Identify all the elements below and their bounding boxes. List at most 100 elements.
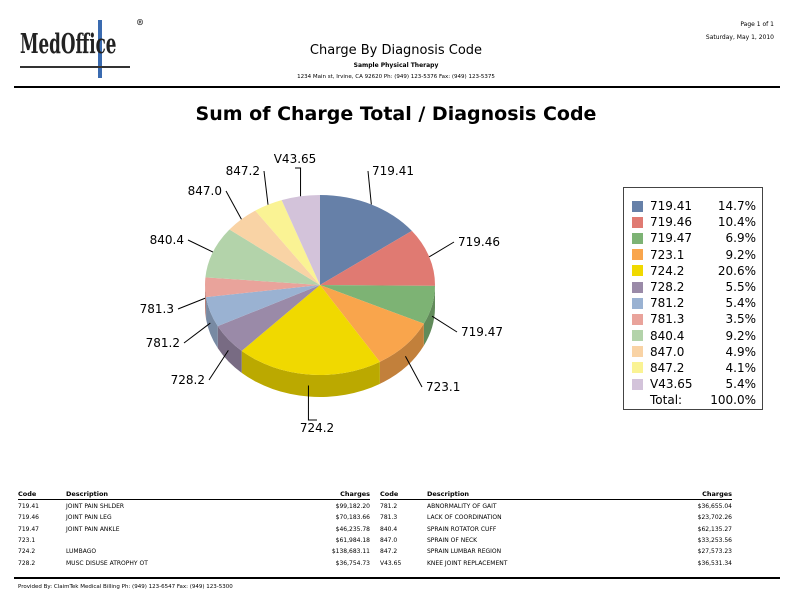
- cell-code: V43.65: [380, 559, 402, 567]
- legend-code: 724.2: [650, 263, 685, 278]
- pie-slice-side: [206, 297, 218, 349]
- leader-line: [428, 241, 455, 258]
- pie-slice-781.3: [205, 277, 320, 298]
- pie-slice-side: [379, 323, 424, 384]
- slice-label: 847.2: [226, 164, 260, 178]
- legend-code: 781.2: [650, 296, 685, 311]
- cell-description: MUSC DISUSE ATROPHY OT: [66, 559, 148, 567]
- legend-swatch: [632, 200, 643, 212]
- pie-slice-V43.65: [281, 195, 320, 285]
- legend-code: 719.46: [650, 215, 692, 230]
- slice-label: 781.2: [146, 336, 180, 350]
- cell-description: JOINT PAIN LEG: [66, 514, 112, 522]
- legend-swatch: [632, 216, 643, 228]
- legend-total-value: 100.0%: [710, 393, 756, 408]
- pie-slice-side: [217, 326, 242, 373]
- cell-charges: $33,253.56: [697, 536, 732, 544]
- cell-description: LUMBAGO: [66, 548, 97, 556]
- leader-line: [225, 190, 242, 220]
- legend-item: 719.46 10.4%: [624, 214, 762, 230]
- cell-charges: $99,182.20: [335, 503, 370, 510]
- legend-item: 719.47 6.9%: [624, 230, 762, 246]
- legend-swatch: [632, 378, 643, 390]
- header-charges: Charges: [340, 490, 370, 498]
- leader-line: [263, 170, 269, 205]
- slice-label: 723.1: [426, 380, 460, 394]
- header-code: Code: [18, 490, 37, 498]
- leader-line: [431, 315, 458, 333]
- legend-item: 719.41 14.7%: [624, 198, 762, 214]
- cell-code: 781.2: [380, 503, 398, 510]
- legend-code: 781.3: [650, 312, 685, 327]
- cell-description: LACK OF COORDINATION: [427, 514, 502, 522]
- header-code: Code: [380, 490, 399, 498]
- leader-line: [295, 167, 302, 197]
- slice-label: 719.46: [458, 235, 500, 249]
- cell-code: 840.4: [380, 525, 398, 533]
- chart-legend: 719.41 14.7% 719.46 10.4% 719.47 6.9% 723.1 9.2…: [623, 187, 763, 410]
- cell-description: SPRAIN LUMBAR REGION: [427, 548, 502, 556]
- legend-percent: 5.4%: [725, 377, 757, 392]
- legend-swatch: [632, 330, 643, 342]
- cell-charges: $138,683.11: [331, 548, 370, 556]
- legend-code: 847.0: [650, 344, 685, 359]
- practice-address: 1234 Main st, Irvine, CA 92620 Ph: (949)…: [297, 74, 495, 80]
- legend-swatch: [632, 313, 643, 325]
- legend-swatch: [632, 346, 643, 358]
- cell-code: 723.1: [18, 536, 36, 544]
- cell-charges: $36,531.34: [697, 559, 732, 567]
- legend-code: 719.47: [650, 231, 692, 246]
- chart-title: Sum of Charge Total / Diagnosis Code: [195, 103, 597, 125]
- legend-swatch: [632, 265, 643, 277]
- cell-description: SPRAIN OF NECK: [427, 536, 478, 544]
- legend-item: 847.2 4.1%: [624, 360, 762, 376]
- legend-code: 719.41: [650, 199, 692, 214]
- slice-label: V43.65: [274, 152, 317, 166]
- legend-item: 847.0 4.9%: [624, 344, 762, 360]
- legend-item: 728.2 5.5%: [624, 279, 762, 295]
- slice-label: 840.4: [150, 233, 184, 247]
- cell-code: 719.46: [18, 514, 39, 522]
- legend-swatch: [632, 249, 643, 261]
- page-info: Page 1 of 1 Saturday, May 1, 2010: [706, 18, 774, 44]
- pie-slice-side: [241, 350, 380, 397]
- cell-charges: $62,135.27: [697, 525, 732, 533]
- table-header-rule: [18, 499, 370, 500]
- legend-total-label: Total:: [650, 393, 683, 408]
- legend-percent: 6.9%: [725, 231, 757, 246]
- cell-description: JOINT PAIN ANKLE: [66, 525, 120, 533]
- legend-item: 840.4 9.2%: [624, 328, 762, 344]
- footer-text: Provided By: ClaimTek Medical Billing Ph…: [18, 584, 233, 590]
- legend-code: V43.65: [650, 377, 693, 392]
- legend-percent: 20.6%: [717, 263, 756, 278]
- slice-label: 847.0: [188, 184, 222, 198]
- cell-code: 719.47: [18, 525, 39, 533]
- pie-slice-side: [205, 285, 207, 320]
- caduceus-icon: [98, 20, 102, 78]
- pie-slice-724.2: [241, 285, 380, 375]
- legend-item: 781.2 5.4%: [624, 295, 762, 311]
- pie-slice-719.46: [320, 230, 435, 286]
- report-date: Saturday, May 1, 2010: [705, 34, 774, 41]
- legend-percent: 4.1%: [725, 360, 757, 375]
- cell-description: ABNORMALITY OF GAIT: [427, 503, 497, 510]
- cell-charges: $36,655.04: [697, 503, 732, 510]
- legend-percent: 3.5%: [725, 312, 757, 327]
- cell-charges: $27,573.23: [697, 548, 732, 556]
- logo-text: MedOffice: [20, 29, 117, 60]
- leader-line: [367, 170, 372, 205]
- cell-code: 781.3: [380, 514, 398, 522]
- header-charges: Charges: [702, 490, 732, 498]
- pie-slice-723.1: [320, 285, 424, 362]
- header-description: Description: [427, 490, 470, 498]
- legend-percent: 10.4%: [717, 215, 756, 230]
- pie-slice-847.2: [255, 200, 320, 285]
- legend-percent: 5.4%: [725, 296, 757, 311]
- cell-charges: $46,235.78: [335, 525, 370, 533]
- slice-label: 781.3: [140, 302, 174, 316]
- pie-slice-840.4: [205, 229, 320, 285]
- leader-line: [177, 297, 206, 310]
- logo-underline: [20, 66, 130, 68]
